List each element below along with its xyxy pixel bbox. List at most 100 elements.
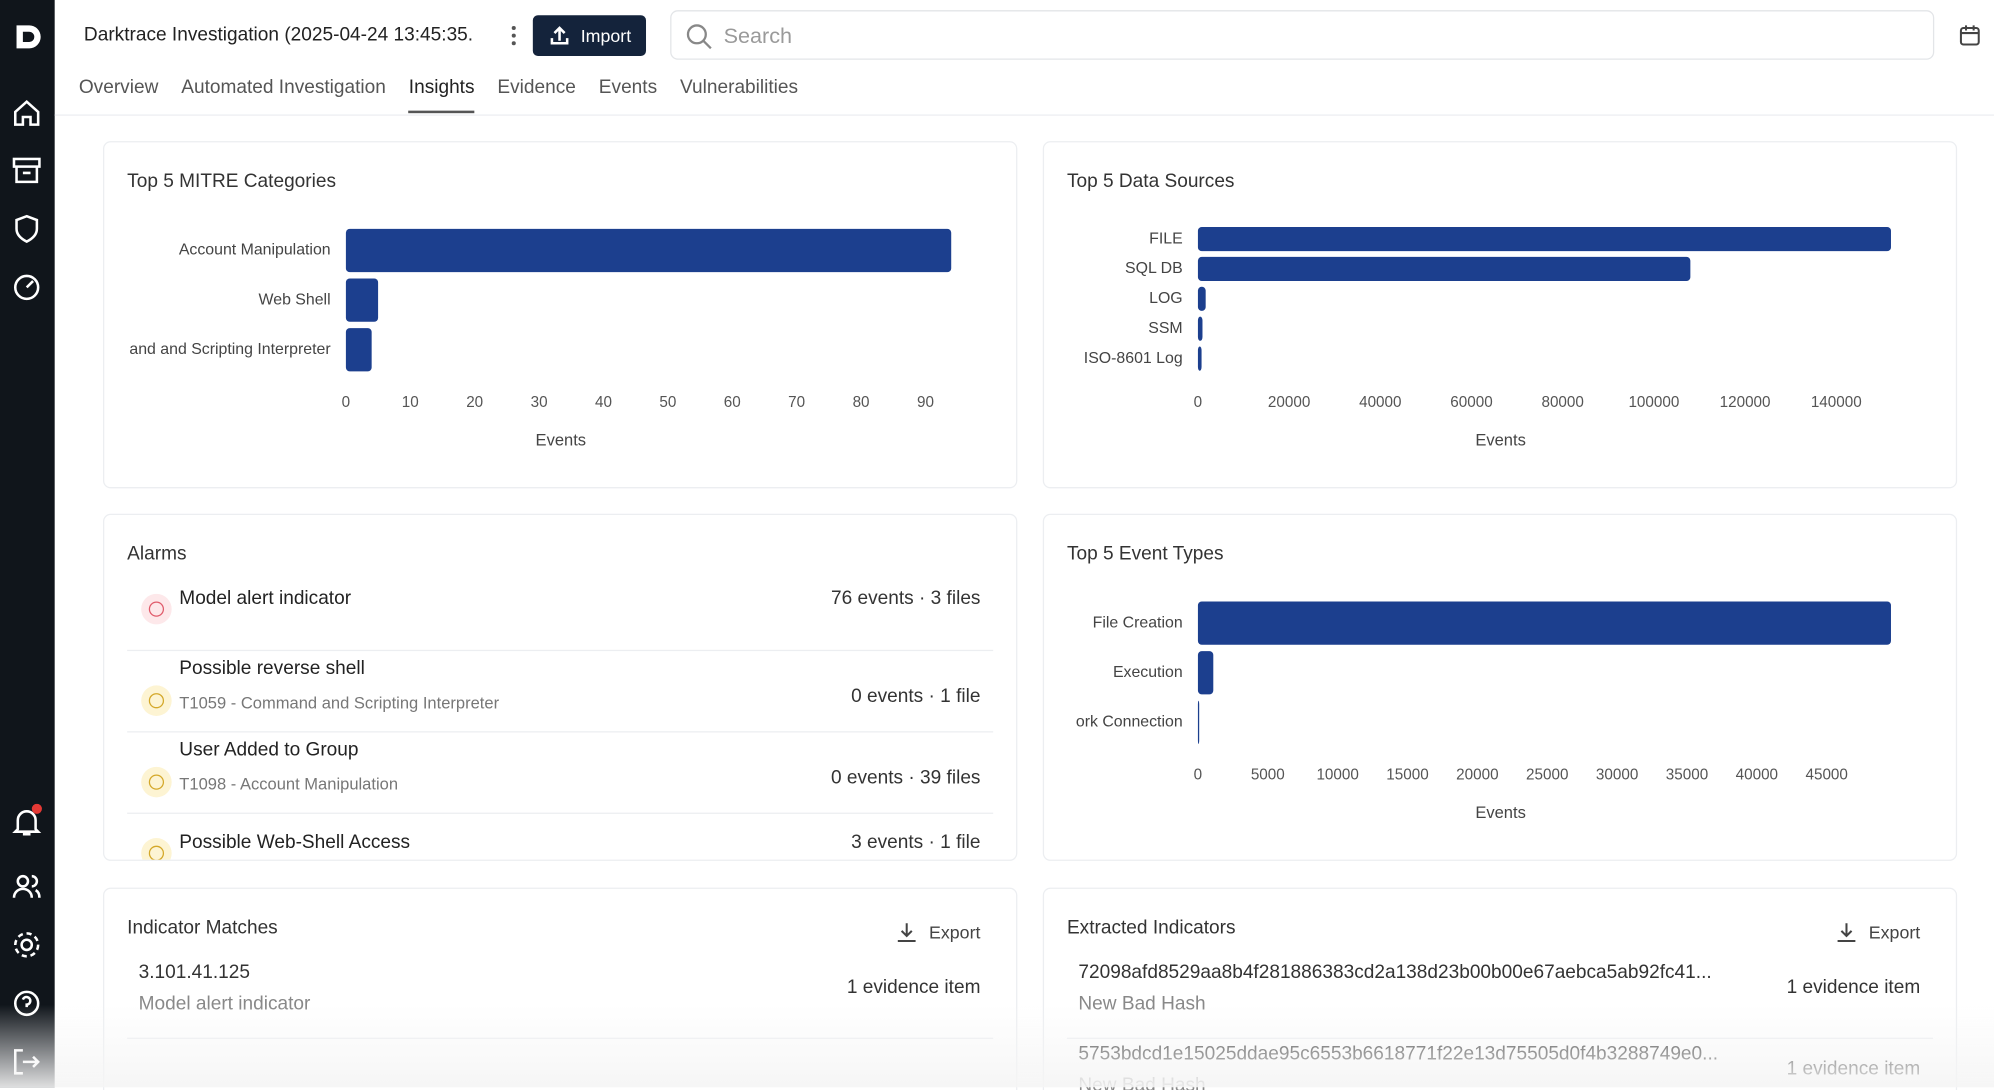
import-label: Import bbox=[580, 25, 632, 46]
alarm-name: Possible Web-Shell Access bbox=[179, 831, 411, 854]
y-tick-label: LOG bbox=[1149, 290, 1183, 307]
x-tick-label: 40 bbox=[595, 394, 612, 411]
help-icon[interactable] bbox=[10, 987, 43, 1020]
export-label: Export bbox=[1868, 921, 1921, 943]
x-tick-label: 90 bbox=[917, 394, 934, 411]
card-title: Indicator Matches bbox=[127, 916, 278, 939]
alarm-row: Possible reverse shell T1059 - Command an… bbox=[127, 650, 994, 733]
bell-icon[interactable] bbox=[10, 803, 43, 842]
settings-icon[interactable] bbox=[10, 928, 43, 961]
search-box[interactable]: Search bbox=[670, 10, 1935, 60]
x-tick-label: 60 bbox=[724, 394, 741, 411]
upload-icon bbox=[550, 26, 569, 45]
y-tick-label: and and Scripting Interpreter bbox=[129, 341, 331, 358]
alarm-technique: T1059 - Command and Scripting Interprete… bbox=[179, 693, 500, 713]
y-tick-label: FILE bbox=[1149, 230, 1183, 247]
evidence-count: 1 evidence item bbox=[1786, 1058, 1921, 1080]
x-tick-label: 30000 bbox=[1596, 767, 1638, 784]
indicator-label: New Bad Hash bbox=[1078, 993, 1206, 1015]
card-title: Top 5 Event Types bbox=[1066, 543, 1224, 565]
x-tick-label: 5000 bbox=[1251, 767, 1285, 784]
export-button[interactable]: Export bbox=[896, 921, 981, 943]
x-tick-label: 20 bbox=[466, 394, 483, 411]
y-tick-label: Web Shell bbox=[259, 291, 331, 308]
x-tick-label: 20000 bbox=[1456, 767, 1498, 784]
users-icon[interactable] bbox=[10, 870, 43, 903]
indicator-row: 72098afd8529aa8b4f281886383cd2a138d23b00… bbox=[1066, 956, 1933, 1039]
card-title: Top 5 MITRE Categories bbox=[127, 170, 337, 193]
indicator-value: 5753bdcd1e15025ddae95c6553b6618771f22e13… bbox=[1078, 1042, 1719, 1065]
alarm-name: Possible reverse shell bbox=[179, 657, 365, 680]
alarm-technique: T1098 - Account Manipulation bbox=[179, 774, 399, 794]
x-tick-label: 40000 bbox=[1359, 394, 1401, 411]
tab[interactable]: Vulnerabilities bbox=[680, 76, 799, 98]
archive-icon[interactable] bbox=[10, 154, 43, 187]
alarm-row: Model alert indicator 76 events · 3 files bbox=[127, 568, 994, 652]
x-tick-label: 15000 bbox=[1386, 767, 1428, 784]
search-placeholder: Search bbox=[723, 24, 793, 49]
x-tick-label: 0 bbox=[1194, 767, 1202, 784]
bar bbox=[1197, 601, 1891, 645]
indicator-matches-card: Indicator Matches Export 3.101.41.125 Mod… bbox=[103, 887, 1018, 1090]
severity-icon bbox=[141, 838, 172, 860]
investigation-title: Darktrace Investigation (2025-04-24 13:4… bbox=[83, 24, 474, 46]
export-button[interactable]: Export bbox=[1836, 921, 1921, 943]
indicator-value: 3.101.41.125 bbox=[138, 961, 251, 984]
bar bbox=[345, 228, 952, 273]
x-tick-label: 140000 bbox=[1811, 394, 1862, 411]
alarm-summary: 0 events · 39 files bbox=[830, 766, 981, 789]
x-tick-label: 45000 bbox=[1806, 767, 1848, 784]
alarm-name: Model alert indicator bbox=[179, 587, 352, 610]
tab-divider bbox=[54, 114, 1994, 116]
bar bbox=[345, 328, 372, 372]
y-tick-label: SQL DB bbox=[1125, 260, 1183, 277]
y-tick-label: ork Connection bbox=[1076, 714, 1183, 731]
search-icon bbox=[686, 24, 712, 50]
y-tick-label: Execution bbox=[1113, 664, 1183, 681]
tab[interactable]: Events bbox=[598, 76, 658, 98]
logout-icon[interactable] bbox=[10, 1045, 43, 1078]
event-types-card: 0 5000 10000 15000 20000 25000 30000 35000 40000… bbox=[1042, 513, 1958, 861]
x-axis-title: Events bbox=[536, 431, 587, 450]
gauge-icon[interactable] bbox=[10, 271, 43, 304]
export-label: Export bbox=[929, 921, 981, 943]
card-title: Top 5 Data Sources bbox=[1066, 170, 1235, 193]
alarm-summary: 76 events · 3 files bbox=[830, 587, 981, 610]
tab-bar: Overview Automated Investigation Insights E… bbox=[78, 76, 799, 114]
mitre-card: 0 10 20 30 40 50 60 70 80 90 Events Account Manipul… bbox=[103, 141, 1018, 489]
x-tick-label: 70 bbox=[788, 394, 805, 411]
bar bbox=[1197, 256, 1691, 282]
x-tick-label: 20000 bbox=[1268, 394, 1310, 411]
y-tick-label: Account Manipulation bbox=[179, 242, 331, 259]
bar bbox=[1197, 651, 1214, 695]
tab[interactable]: Insights bbox=[408, 76, 475, 114]
tab[interactable]: Evidence bbox=[497, 76, 576, 98]
alarm-row: User Added to Group T1098 - Account Manip… bbox=[127, 731, 994, 814]
indicator-label: Model alert indicator bbox=[138, 993, 311, 1015]
download-icon bbox=[897, 923, 916, 943]
y-tick-label: File Creation bbox=[1093, 614, 1183, 631]
calendar-icon[interactable] bbox=[1958, 24, 1981, 47]
import-button[interactable]: Import bbox=[532, 15, 647, 56]
x-tick-label: 40000 bbox=[1736, 767, 1778, 784]
data-sources-card: 0 20000 40000 60000 80000 100000 120000 140000 E… bbox=[1042, 141, 1958, 489]
alarm-name: User Added to Group bbox=[179, 738, 359, 761]
x-tick-label: 120000 bbox=[1720, 394, 1771, 411]
alarm-row: Possible Web-Shell Access 3 events · 1 fi… bbox=[127, 813, 993, 860]
evidence-count: 1 evidence item bbox=[1786, 976, 1921, 999]
indicator-row: 5753bdcd1e15025ddae95c6553b6618771f22e13… bbox=[1067, 1038, 1933, 1090]
alarm-summary: 3 events · 1 file bbox=[851, 831, 981, 854]
home-icon[interactable] bbox=[10, 97, 43, 130]
shield-icon[interactable] bbox=[10, 212, 43, 245]
logo bbox=[16, 25, 41, 49]
x-tick-label: 10000 bbox=[1316, 767, 1358, 784]
more-menu[interactable] bbox=[506, 23, 521, 48]
x-tick-label: 100000 bbox=[1628, 394, 1679, 411]
sidebar bbox=[0, 0, 55, 1088]
bar bbox=[345, 278, 379, 322]
indicator-label: New Bad Hash bbox=[1078, 1074, 1206, 1090]
tab[interactable]: Overview bbox=[78, 76, 159, 98]
x-tick-label: 60000 bbox=[1450, 394, 1492, 411]
tab[interactable]: Automated Investigation bbox=[181, 76, 386, 98]
